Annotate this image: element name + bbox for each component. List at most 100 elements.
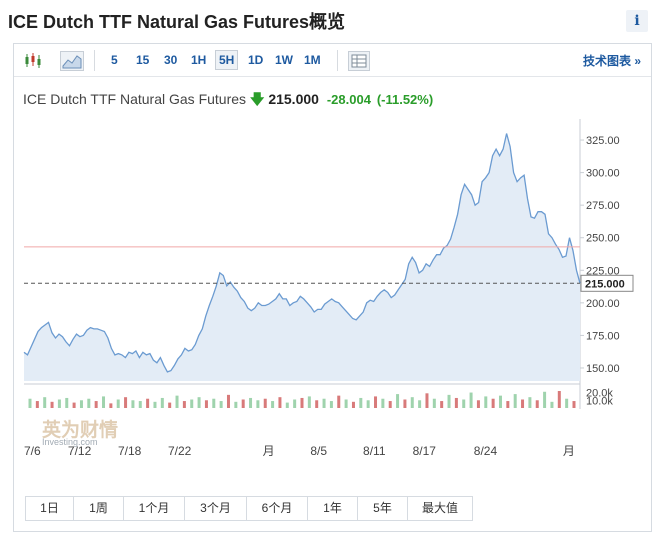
range-3-months[interactable]: 3个月	[185, 497, 247, 520]
timeframe-5[interactable]: 5	[111, 53, 118, 67]
volume-bar	[366, 400, 370, 408]
timeframe-1w[interactable]: 1W	[275, 53, 293, 67]
volume-bar	[374, 396, 378, 408]
volume-bar	[425, 393, 429, 408]
volume-bar	[337, 395, 341, 408]
volume-bar	[506, 401, 510, 408]
volume-bar	[535, 400, 539, 408]
volume-bar	[168, 402, 172, 408]
volume-bar	[28, 398, 32, 408]
timeframe-30[interactable]: 30	[164, 53, 178, 67]
x-tick-label: 8/24	[474, 444, 498, 458]
volume-bar	[491, 398, 495, 408]
volume-bar	[344, 399, 348, 408]
volume-bar	[315, 400, 319, 408]
volume-bar	[432, 398, 436, 408]
toolbar-divider	[337, 50, 338, 71]
price-line	[23, 133, 581, 373]
volume-bar	[410, 397, 414, 408]
volume-bar	[146, 398, 150, 408]
y-tick-label: 325.00	[586, 135, 620, 147]
volume-bar	[226, 394, 230, 408]
range-1-week[interactable]: 1周	[74, 497, 124, 520]
range-1-month[interactable]: 1个月	[124, 497, 185, 520]
volume-bar	[307, 396, 311, 408]
volume-bar	[528, 397, 532, 408]
volume-bar	[454, 397, 458, 408]
range-max[interactable]: 最大值	[408, 497, 472, 520]
x-tick-label: 8/17	[413, 444, 437, 458]
watermark-logo: 英为财情	[42, 418, 118, 441]
volume-bar	[351, 401, 355, 408]
timeframe-15[interactable]: 15	[136, 53, 150, 67]
volume-bar	[359, 397, 363, 408]
chart-widget: 5 15 30 1H 5H 1D 1W 1M 技术图表 » ICE Dutch …	[13, 43, 652, 532]
x-tick-label: 7/18	[118, 444, 142, 458]
x-tick-label: 月	[263, 444, 275, 458]
volume-bar	[109, 403, 113, 408]
timeframe-1h[interactable]: 1H	[191, 53, 207, 67]
timeframe-1m[interactable]: 1M	[304, 53, 321, 67]
volume-bar	[484, 396, 488, 408]
volume-bar	[212, 398, 216, 408]
volume-bar	[418, 400, 422, 408]
volume-bar	[469, 392, 473, 408]
toolbar-divider	[94, 50, 95, 71]
volume-bar	[241, 399, 245, 408]
volume-tick-label: 10.0k	[586, 395, 613, 407]
y-tick-label: 200.00	[586, 298, 620, 310]
price-change: -28.004	[326, 92, 371, 107]
volume-tick-label: 20.0k	[586, 388, 613, 400]
page-title: ICE Dutch TTF Natural Gas Futures概览	[8, 12, 346, 32]
range-1-year[interactable]: 1年	[308, 497, 358, 520]
volume-bar	[87, 398, 91, 408]
volume-bar	[381, 398, 385, 408]
advanced-chart-link[interactable]: 技术图表 »	[582, 54, 641, 68]
info-button[interactable]: i	[626, 10, 648, 32]
volume-bar	[190, 399, 194, 408]
x-tick-label: 7/12	[68, 444, 92, 458]
volume-bar	[124, 397, 128, 408]
volume-bar	[329, 401, 333, 408]
volume-bar	[322, 398, 326, 408]
x-tick-label: 7/6	[24, 444, 41, 458]
y-tick-label: 225.00	[586, 265, 620, 277]
down-arrow-icon: 🡇	[250, 91, 265, 107]
y-tick-label: 300.00	[586, 168, 620, 180]
range-6-months[interactable]: 6个月	[247, 497, 308, 520]
volume-bar	[182, 401, 186, 408]
volume-bar	[249, 397, 253, 408]
volume-bar	[498, 395, 502, 408]
price-chart[interactable]: 325.00 300.00 275.00 250.00 225.00 200.00 175.…	[14, 119, 651, 464]
volume-bar	[50, 401, 54, 408]
y-tick-label: 150.00	[586, 363, 620, 375]
price-change-percent: (-11.52%)	[376, 92, 434, 107]
volume-bar	[35, 401, 39, 408]
volume-bar	[462, 399, 466, 408]
volume-bar	[388, 401, 392, 408]
y-tick-label: 250.00	[586, 233, 620, 245]
volume-bar	[256, 400, 260, 408]
volume-bar	[160, 397, 164, 408]
range-5-years[interactable]: 5年	[358, 497, 408, 520]
timeframe-1d[interactable]: 1D	[248, 53, 264, 67]
volume-bar	[440, 401, 444, 408]
volume-bar	[572, 401, 576, 408]
y-tick-label: 275.00	[586, 200, 620, 212]
timeframe-5h[interactable]: 5H	[215, 50, 239, 70]
indicators-table-icon[interactable]	[348, 51, 370, 71]
last-price: 215.000	[268, 91, 319, 107]
volume-bar	[557, 391, 561, 408]
candlestick-chart-icon[interactable]	[23, 51, 45, 70]
volume-bar	[285, 402, 289, 408]
volume-bar	[513, 394, 517, 408]
area-chart-icon[interactable]	[60, 51, 84, 71]
volume-bar	[271, 401, 275, 408]
volume-bar	[72, 402, 76, 408]
range-selector: 1日 1周 1个月 3个月 6个月 1年 5年 最大值	[25, 496, 473, 521]
range-1-day[interactable]: 1日	[26, 497, 74, 520]
watermark-sub: Investing.com	[42, 437, 98, 447]
volume-bar	[521, 399, 525, 408]
volume-bar	[278, 397, 282, 408]
volume-bar	[138, 401, 142, 408]
